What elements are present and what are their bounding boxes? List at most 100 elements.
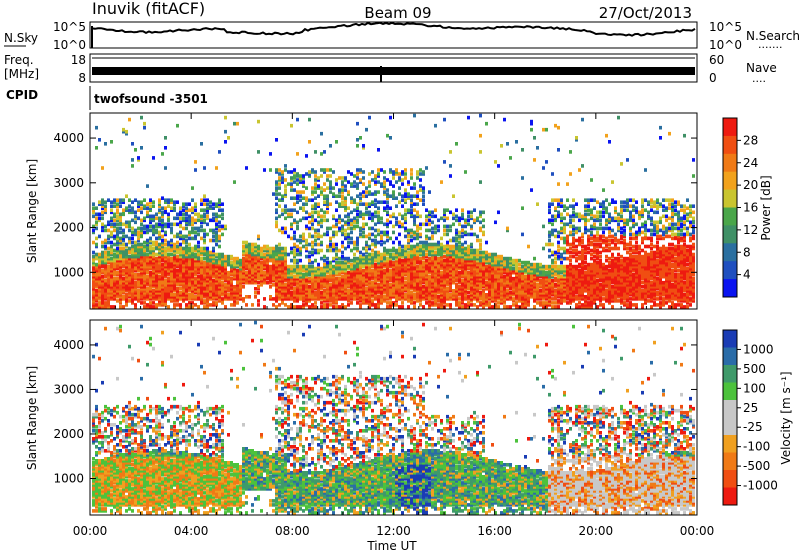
heatmap-cell — [170, 252, 173, 257]
heatmap-cell — [449, 274, 452, 279]
heatmap-cell — [464, 278, 467, 283]
heatmap-cell — [407, 228, 410, 233]
heatmap-cell — [200, 276, 203, 281]
heatmap-cell — [347, 295, 350, 299]
heatmap-cell — [401, 248, 404, 253]
heatmap-cell — [509, 291, 512, 295]
heatmap-cell — [326, 299, 329, 303]
heatmap-cell — [386, 287, 389, 291]
heatmap-cell — [455, 268, 458, 273]
heatmap-cell — [119, 260, 122, 265]
heatmap-cell — [353, 280, 356, 285]
heatmap-cell — [416, 258, 419, 263]
heatmap-cell — [431, 278, 434, 283]
heatmap-cell — [257, 303, 260, 307]
heatmap-cell — [266, 248, 269, 253]
heatmap-cell — [359, 289, 362, 293]
heatmap-cell — [113, 236, 116, 241]
heatmap-cell — [182, 278, 185, 283]
heatmap-cell — [494, 295, 497, 299]
heatmap-cell — [374, 303, 377, 307]
heatmap-cell — [104, 274, 107, 279]
heatmap-cell — [425, 260, 428, 265]
beam-title: Beam 09 — [364, 4, 431, 22]
heatmap-cell — [299, 287, 302, 291]
heatmap-cell — [326, 293, 329, 297]
heatmap-cell — [386, 283, 389, 287]
heatmap-cell — [449, 174, 452, 178]
heatmap-cell — [500, 295, 503, 299]
heatmap-cell — [389, 293, 392, 297]
heatmap-cell — [341, 285, 344, 289]
heatmap-cell — [155, 228, 158, 233]
heatmap-cell — [377, 256, 380, 261]
heatmap-cell — [101, 200, 104, 204]
heatmap-cell — [224, 291, 227, 295]
heatmap-cell — [407, 180, 410, 184]
heatmap-cell — [293, 268, 296, 273]
heatmap-cell — [377, 250, 380, 255]
heatmap-cell — [479, 293, 482, 297]
heatmap-cell — [380, 297, 383, 301]
heatmap-cell — [182, 266, 185, 271]
heatmap-cell — [332, 192, 335, 196]
heatmap-cell — [134, 289, 137, 293]
heatmap-cell — [191, 301, 194, 305]
heatmap-cell — [146, 206, 149, 210]
heatmap-cell — [371, 238, 374, 243]
heatmap-cell — [326, 287, 329, 291]
heatmap-cell — [278, 274, 281, 279]
heatmap-cell — [161, 248, 164, 253]
heatmap-cell — [128, 276, 131, 281]
heatmap-cell — [113, 272, 116, 277]
heatmap-cell — [428, 260, 431, 265]
heatmap-cell — [440, 242, 443, 247]
heatmap-cell — [503, 285, 506, 289]
heatmap-cell — [269, 295, 272, 299]
heatmap-cell — [209, 264, 212, 269]
heatmap-cell — [329, 260, 332, 265]
heatmap-cell — [119, 278, 122, 283]
heatmap-cell — [215, 218, 218, 223]
heatmap-cell — [425, 291, 428, 295]
heatmap-cell — [485, 260, 488, 265]
heatmap-cell — [392, 252, 395, 257]
heatmap-cell — [194, 236, 197, 241]
heatmap-cell — [182, 234, 185, 239]
heatmap-cell — [119, 240, 122, 245]
heatmap-cell — [263, 256, 266, 261]
heatmap-cell — [290, 283, 293, 287]
heatmap-cell — [230, 254, 233, 259]
heatmap-cell — [389, 305, 392, 309]
heatmap-cell — [491, 291, 494, 295]
heatmap-cell — [146, 248, 149, 253]
heatmap-cell — [410, 172, 413, 176]
heatmap-cell — [173, 274, 176, 279]
heatmap-cell — [464, 280, 467, 285]
heatmap-cell — [131, 297, 134, 301]
heatmap-cell — [221, 216, 224, 221]
heatmap-cell — [305, 238, 308, 243]
heatmap-cell — [92, 258, 95, 263]
heatmap-cell — [104, 238, 107, 243]
heatmap-cell — [119, 264, 122, 269]
heatmap-cell — [110, 252, 113, 257]
heatmap-cell — [470, 276, 473, 281]
heatmap-cell — [161, 152, 164, 156]
heatmap-cell — [275, 186, 278, 190]
heatmap-cell — [446, 264, 449, 269]
heatmap-cell — [137, 291, 140, 295]
heatmap-cell — [392, 176, 395, 180]
heatmap-cell — [428, 301, 431, 305]
heatmap-cell — [260, 280, 263, 285]
heatmap-cell — [140, 272, 143, 277]
heatmap-cell — [344, 184, 347, 188]
heatmap-cell — [374, 176, 377, 180]
heatmap-cell — [419, 278, 422, 283]
heatmap-cell — [413, 268, 416, 273]
heatmap-cell — [299, 218, 302, 223]
heatmap-cell — [179, 248, 182, 253]
heatmap-cell — [320, 208, 323, 212]
heatmap-cell — [218, 297, 221, 301]
heatmap-cell — [458, 244, 461, 249]
